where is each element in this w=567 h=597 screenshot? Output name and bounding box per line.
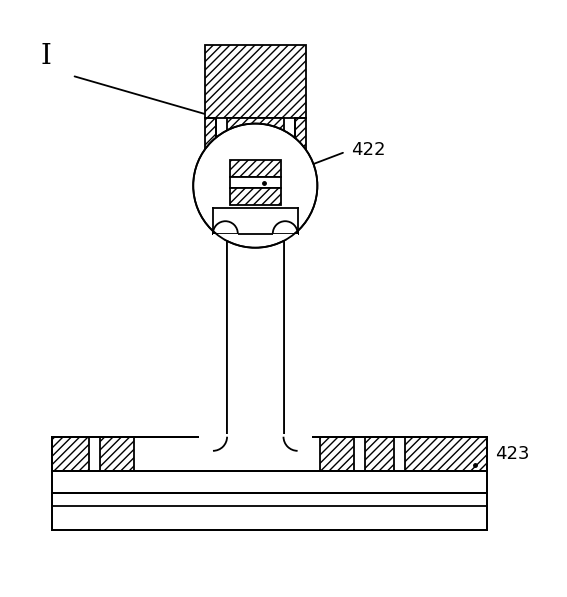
Polygon shape: [213, 208, 227, 233]
Text: 423: 423: [495, 445, 530, 463]
Polygon shape: [273, 233, 298, 240]
Polygon shape: [52, 470, 486, 493]
Circle shape: [193, 124, 318, 248]
Polygon shape: [213, 233, 238, 240]
Polygon shape: [227, 208, 284, 448]
Polygon shape: [227, 208, 284, 448]
Polygon shape: [52, 493, 486, 530]
Polygon shape: [284, 208, 298, 233]
Polygon shape: [230, 189, 281, 205]
Polygon shape: [320, 437, 354, 470]
Polygon shape: [205, 45, 306, 118]
Polygon shape: [405, 437, 486, 470]
Text: 422: 422: [351, 141, 386, 159]
Polygon shape: [227, 437, 284, 470]
Polygon shape: [230, 160, 281, 177]
Polygon shape: [227, 208, 284, 233]
Polygon shape: [295, 118, 306, 152]
Polygon shape: [365, 437, 393, 470]
Polygon shape: [100, 437, 134, 470]
Polygon shape: [52, 437, 486, 470]
Polygon shape: [52, 437, 89, 470]
Polygon shape: [230, 177, 281, 189]
Polygon shape: [227, 118, 284, 152]
Polygon shape: [199, 434, 312, 451]
Polygon shape: [205, 118, 216, 152]
Text: I: I: [41, 44, 52, 70]
